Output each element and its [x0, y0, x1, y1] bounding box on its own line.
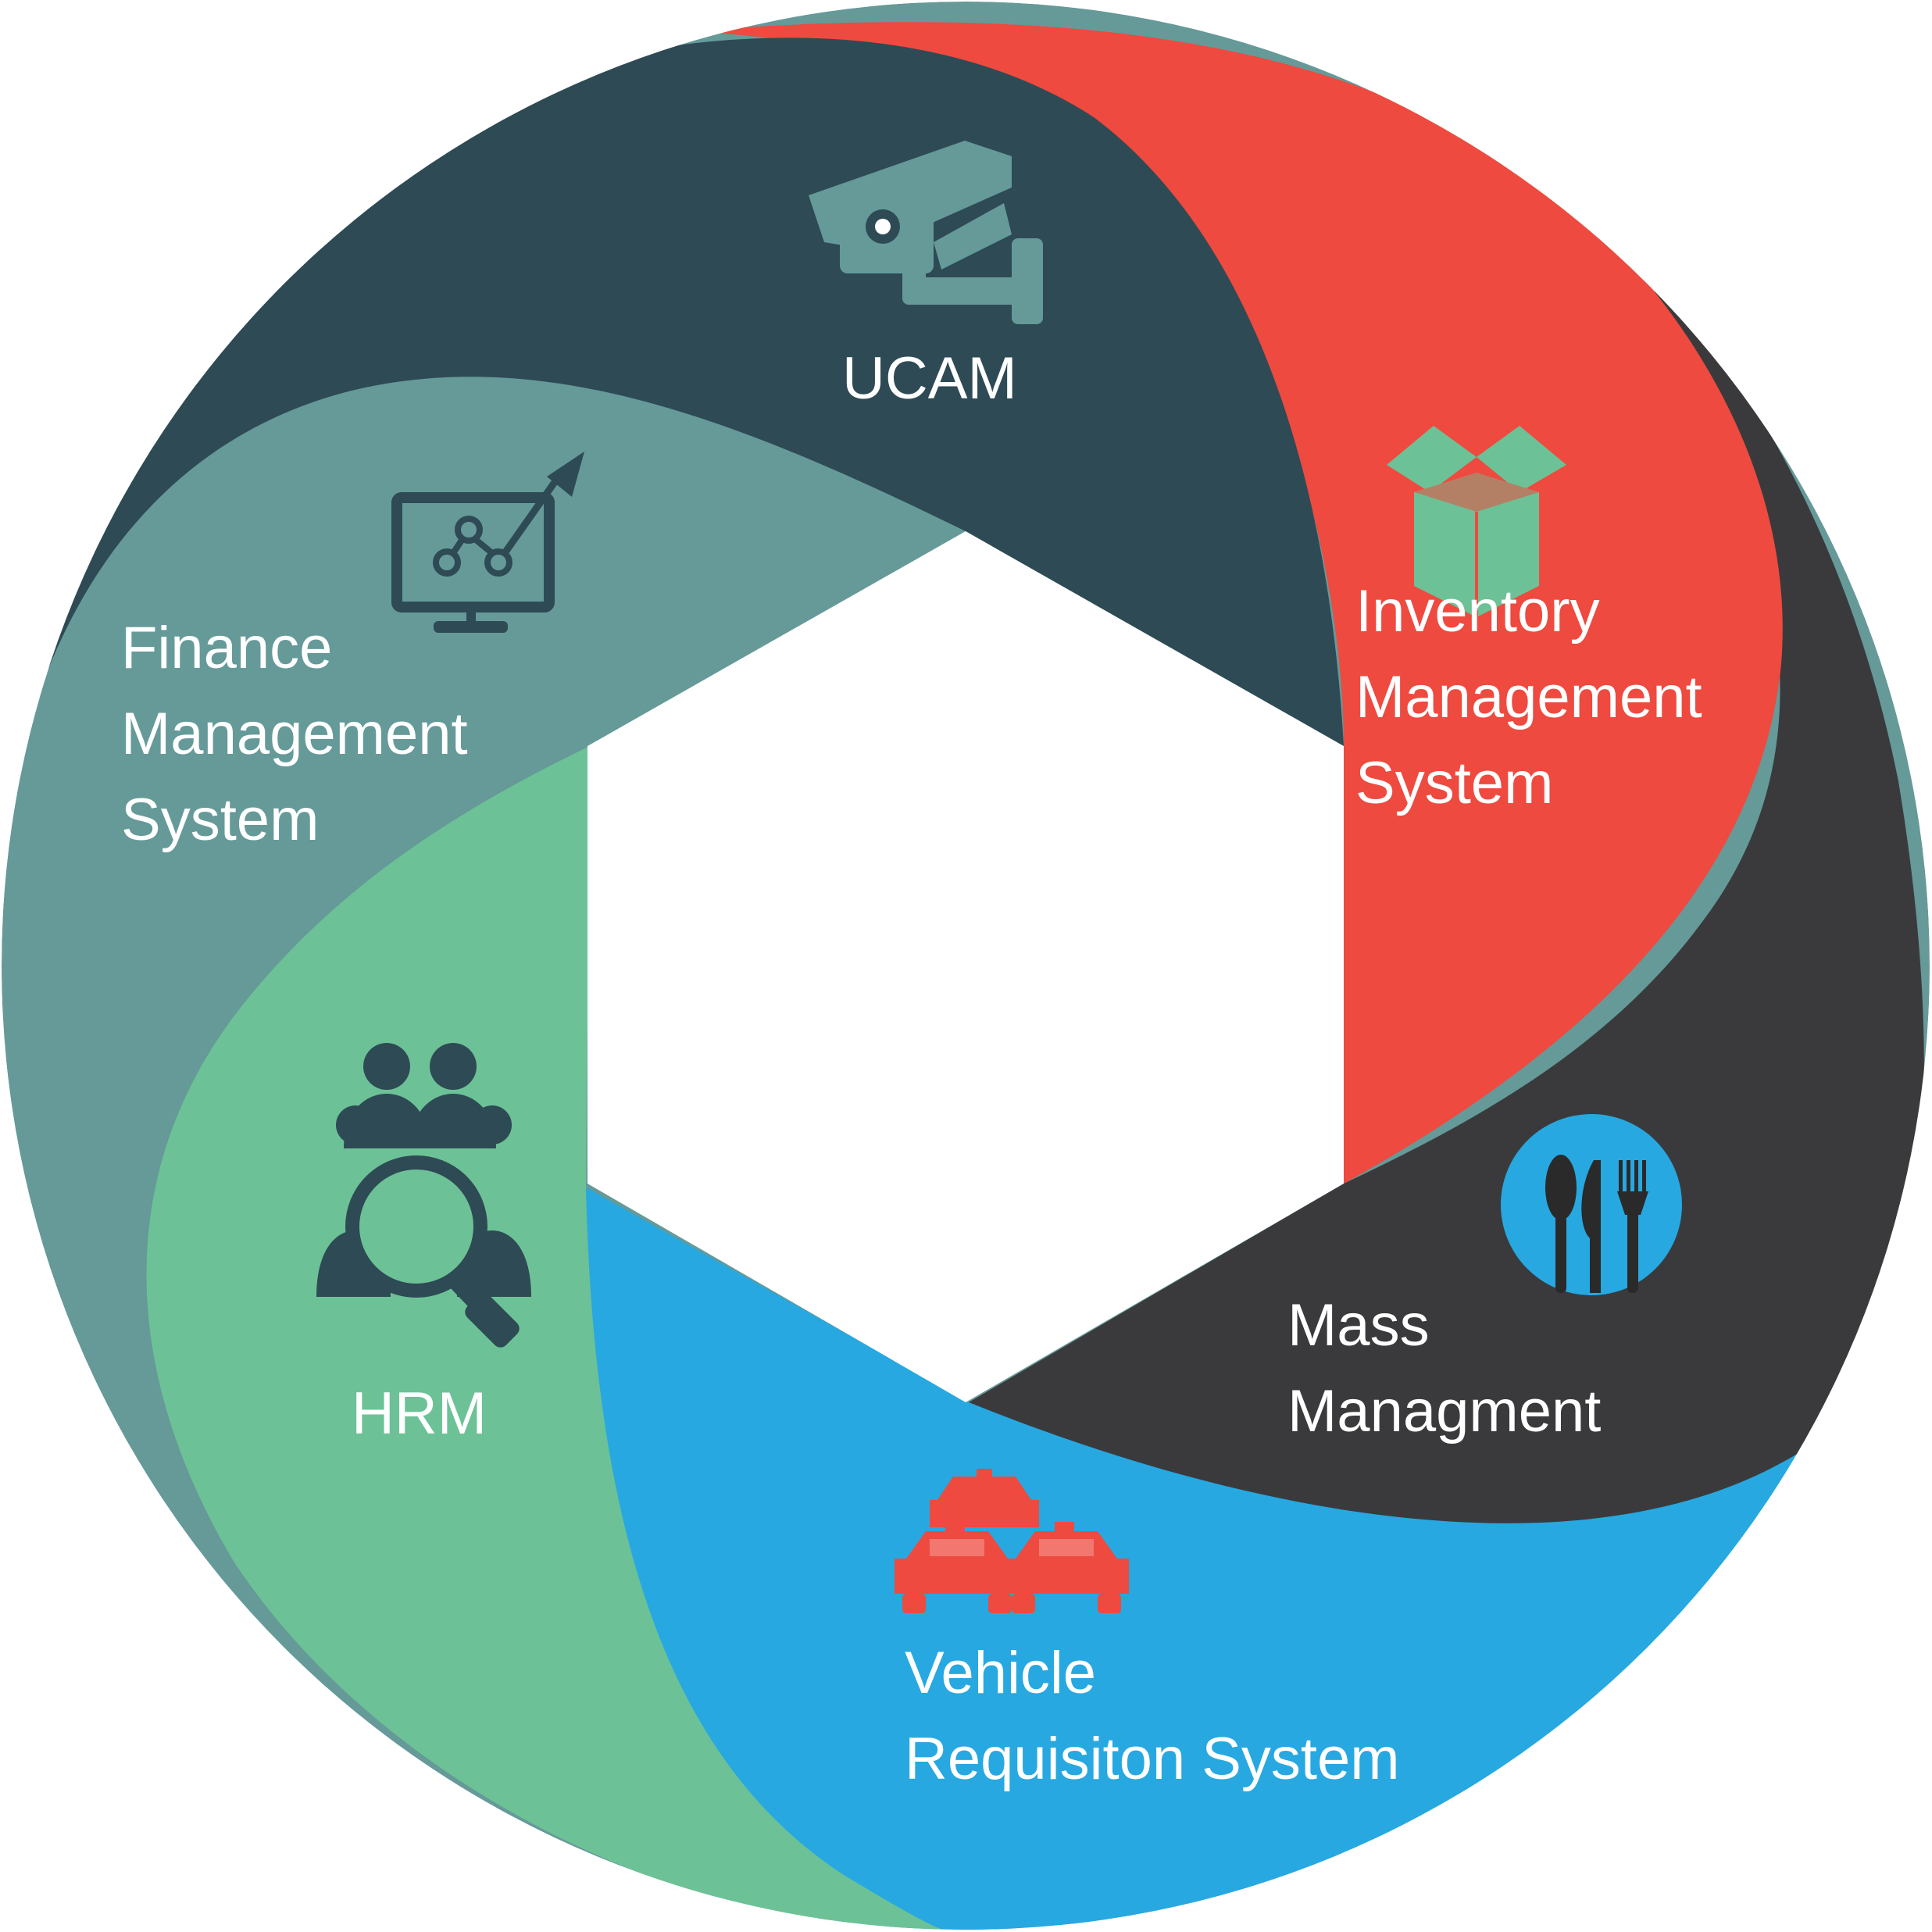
label-hrm: HRM	[352, 1380, 487, 1447]
label-finance-line-3: System	[121, 787, 319, 853]
monitor-growth-chart-icon	[391, 452, 584, 633]
label-mass: Mass Managment	[1287, 1292, 1601, 1445]
label-inventory-line-1: Inventory	[1355, 578, 1600, 645]
security-camera-icon	[809, 141, 1043, 324]
cutlery-plate-icon	[1501, 1114, 1682, 1295]
center-hexagon	[587, 531, 1344, 1402]
label-finance: Finance Management System	[121, 615, 484, 853]
label-ucam: UCAM	[842, 345, 1017, 412]
label-hrm-line-1: HRM	[352, 1380, 487, 1447]
people-search-icon	[316, 1043, 531, 1348]
taxi-cars-icon	[895, 1469, 1129, 1613]
label-finance-line-2: Management	[121, 701, 468, 767]
label-inventory-line-3: System	[1355, 750, 1553, 816]
label-inventory: Inventory Management System	[1355, 578, 1719, 816]
label-finance-line-1: Finance	[121, 615, 332, 681]
label-ucam-line-1: UCAM	[842, 345, 1017, 412]
label-vehicle-line-2: Requisiton System	[905, 1726, 1400, 1792]
label-mass-line-1: Mass	[1287, 1292, 1430, 1359]
segment-inventory	[687, 22, 1783, 1184]
segment-mass	[969, 266, 1924, 1523]
label-mass-line-2: Managment	[1287, 1378, 1601, 1445]
segment-hrm	[146, 746, 966, 1930]
label-inventory-line-2: Management	[1355, 664, 1702, 730]
open-box-icon	[1387, 426, 1566, 617]
label-vehicle: Vehicle Requisiton System	[905, 1640, 1400, 1792]
label-vehicle-line-1: Vehicle	[905, 1640, 1096, 1706]
